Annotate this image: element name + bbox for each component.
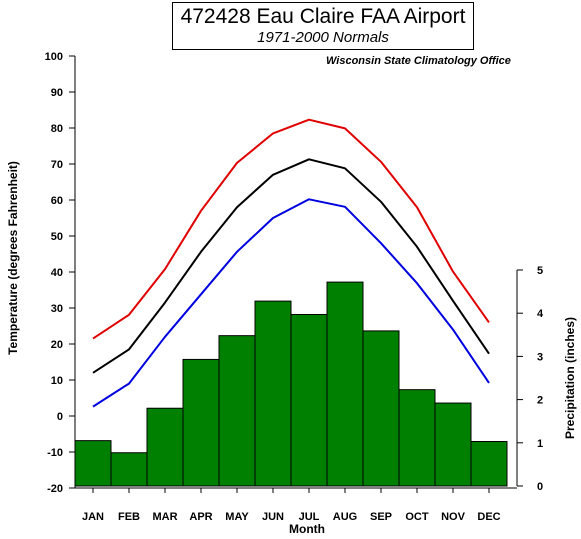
x-tick-label-mar: MAR [152,511,177,523]
x-tick-label-apr: APR [189,511,212,523]
precip-bar-feb [110,452,148,487]
x-tick-label-feb: FEB [118,511,140,523]
left-tick-label--10: -10 [47,447,63,459]
left-tick-label-50: 50 [51,231,63,243]
x-tick-label-aug: AUG [333,511,357,523]
chart-title: 472428 Eau Claire FAA Airport [180,5,466,28]
right-tick-label-1: 1 [537,438,543,450]
left-tick-label-100: 100 [45,51,63,63]
x-tick-label-sep: SEP [370,511,392,523]
x-axis-label: Month [289,522,325,536]
source-label: Wisconsin State Climatology Office [326,55,511,67]
x-tick-label-nov: NOV [441,511,466,523]
mean-temp-line [92,158,490,374]
x-tick-label-jul: JUL [299,511,320,523]
left-tick-label--20: -20 [47,483,63,495]
left-tick-label-80: 80 [51,123,63,135]
min-temp-line [92,198,490,408]
x-tick-label-oct: OCT [405,511,429,523]
left-tick-label-40: 40 [51,267,63,279]
precip-bar-jun [254,300,292,487]
right-tick-label-5: 5 [537,265,543,277]
left-tick-label-30: 30 [51,303,63,315]
right-tick-label-3: 3 [537,351,543,363]
precip-bar-dec [470,441,508,487]
right-tick-label-2: 2 [537,395,543,407]
y-axis-label-temperature: Temperature (degrees Fahrenheit) [6,161,20,355]
x-tick-label-may: MAY [225,511,249,523]
precip-bar-mar [146,407,184,487]
title-box: 472428 Eau Claire FAA Airport 1971-2000 … [172,2,474,50]
left-tick-label-90: 90 [51,87,63,99]
y-axis-label-precipitation: Precipitation (inches) [563,316,577,440]
left-tick-label-20: 20 [51,339,63,351]
precip-bar-nov [434,402,472,487]
x-tick-label-jun: JUN [262,511,284,523]
left-tick-label-0: 0 [57,411,63,423]
precip-bar-oct [398,389,436,487]
max-temp-line [92,118,490,340]
precip-bar-may [218,335,256,487]
precip-bar-aug [326,281,364,487]
precip-bar-apr [182,358,220,487]
x-tick-label-dec: DEC [477,511,500,523]
right-tick-label-0: 0 [537,481,543,493]
right-tick-label-4: 4 [537,308,544,320]
x-tick-label-jan: JAN [82,511,104,523]
chart-subtitle: 1971-2000 Normals [257,29,389,46]
left-tick-label-70: 70 [51,159,63,171]
left-tick-label-10: 10 [51,375,63,387]
precip-bar-jan [74,440,112,487]
left-tick-label-60: 60 [51,195,63,207]
precip-bar-jul [290,313,328,487]
precip-bar-sep [362,330,400,487]
